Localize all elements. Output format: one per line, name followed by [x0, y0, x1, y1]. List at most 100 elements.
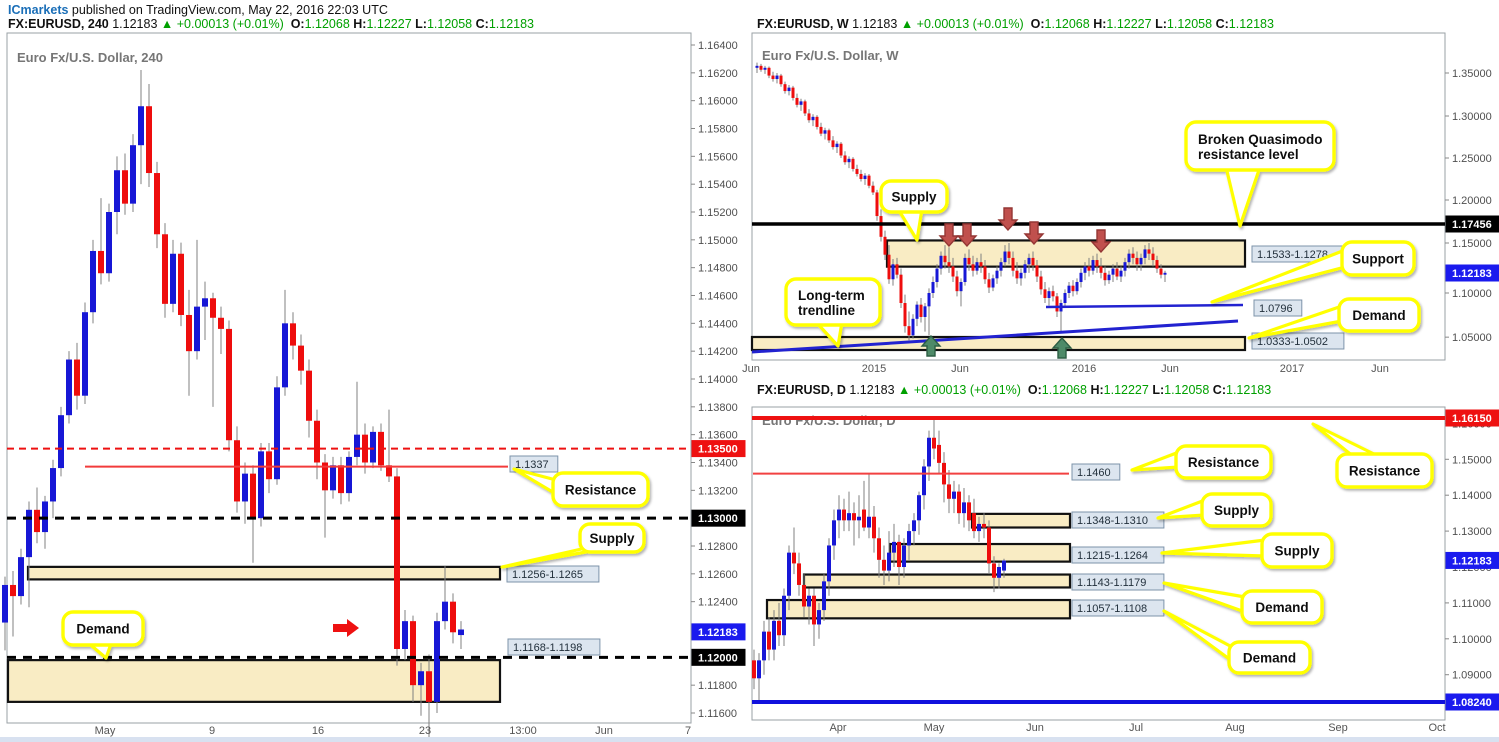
candle-up: [58, 415, 64, 469]
price-range-tag: [1071, 599, 1165, 617]
close-value: 1.12183: [1228, 17, 1278, 31]
time-axis-label: 2016: [1072, 363, 1096, 375]
candle-down: [907, 326, 911, 336]
candle-down: [1015, 270, 1019, 279]
candle-down: [250, 473, 256, 519]
candle-down: [386, 465, 392, 477]
price-axis-tag-text: 1.12183: [1452, 555, 1492, 567]
candle-up: [1067, 285, 1071, 293]
candle-down: [1087, 266, 1091, 271]
callout-demand: Demand: [1247, 297, 1421, 340]
price-tick-label: 1.14800: [698, 263, 738, 275]
candle-up: [911, 318, 915, 336]
candle-down: [1039, 276, 1043, 290]
candle-up: [402, 621, 408, 649]
candle-down: [162, 234, 168, 304]
callout-box: [61, 610, 145, 647]
candle-down: [803, 101, 807, 114]
candle-down: [831, 140, 835, 148]
down-arrow-icon: [956, 223, 978, 248]
time-axis-label: Jun: [1371, 363, 1389, 375]
candle-down: [827, 130, 831, 141]
candle-down: [1011, 257, 1015, 271]
quote-row-240: FX:EURUSD, 240 1.12183 ▲ +0.00013 (+0.01…: [8, 17, 538, 31]
down-arrow-icon: [1023, 221, 1045, 246]
candle-up: [912, 520, 916, 532]
candle-up: [952, 491, 956, 499]
candle-down: [957, 491, 961, 514]
candle-down: [987, 279, 991, 288]
candle-down: [1151, 253, 1155, 261]
candle-up: [847, 513, 851, 521]
chart-d: Euro Fx/U.S. Dollar, D 1.1460 1.1348-1.131…: [751, 406, 1499, 734]
price-tick-label: 1.11600: [698, 708, 737, 720]
price-tick-label: 1.10000: [1452, 288, 1492, 300]
candle-down: [146, 106, 152, 174]
callout-box: [1200, 492, 1273, 528]
candle-down: [967, 502, 971, 521]
candle-up: [1047, 291, 1051, 298]
candle-up: [202, 298, 208, 307]
candle-down: [771, 75, 775, 80]
candle-down: [862, 509, 866, 528]
callout-text: Resistance: [565, 483, 637, 498]
candle-down: [887, 254, 891, 280]
price-range-tag: [509, 455, 559, 473]
candle-down: [871, 185, 875, 193]
candle-up: [827, 545, 831, 582]
callout-text: Demand: [1352, 308, 1405, 323]
price-range-tag-text: 1.1533-1.1278: [1257, 249, 1328, 261]
supply-demand-zone: [765, 598, 1072, 620]
candle-up: [927, 293, 931, 307]
time-axis-label: 2015: [862, 363, 886, 375]
candle-up: [799, 101, 803, 105]
publish-info: published on TradingView.com, May 22, 20…: [68, 3, 388, 17]
price-axis-tag: [691, 440, 746, 458]
symbol-label: FX:EURUSD, W: [757, 17, 849, 31]
candle-down: [1155, 260, 1159, 269]
chart-title: Euro Fx/U.S. Dollar, D: [762, 413, 896, 428]
candle-down: [1159, 268, 1163, 275]
callout-text: Demand: [76, 622, 129, 637]
time-axis-label: 13:00: [509, 725, 537, 737]
candle-down: [752, 660, 756, 679]
callout-support: Support: [1210, 240, 1416, 304]
candle-up: [26, 509, 32, 558]
candle-up: [1023, 264, 1027, 273]
price-axis-tag: [691, 623, 746, 641]
open-label: O:: [1030, 17, 1045, 31]
low-label: L:: [415, 17, 427, 31]
candle-down: [875, 192, 879, 217]
callout-text: resistance level: [1198, 147, 1299, 162]
price-tick-label: 1.16000: [698, 96, 738, 108]
candle-down: [767, 631, 771, 650]
candle-up: [258, 451, 264, 519]
time-axis-label: Oct: [1428, 722, 1445, 734]
candle-up: [1163, 272, 1167, 275]
candle-down: [122, 170, 128, 204]
callout-box: [784, 277, 882, 327]
callout-demand: Demand: [61, 610, 145, 660]
candle-up: [282, 323, 288, 388]
time-axis-label: Sep: [1328, 722, 1348, 734]
callout-text: Support: [1352, 252, 1404, 267]
price-range-tag-text: 1.1057-1.1108: [1077, 603, 1147, 615]
symbol-label: FX:EURUSD, 240: [8, 17, 109, 31]
candle-up: [939, 255, 943, 269]
time-axis-label: Jul: [1129, 722, 1143, 734]
time-axis-label: Jun: [1161, 363, 1179, 375]
candle-down: [314, 420, 320, 463]
price-axis-tag-text: 1.17456: [1452, 219, 1492, 231]
candle-up: [817, 610, 821, 625]
callout-supply-2: Supply: [1160, 532, 1334, 569]
price-axis-tag: [1445, 264, 1499, 282]
open-label: O:: [1027, 383, 1042, 397]
price-axis-tag: [1445, 409, 1499, 427]
candle-down: [1055, 296, 1059, 312]
candle-up: [762, 631, 766, 661]
low-value: 1.12058: [1164, 383, 1213, 397]
candle-down: [947, 484, 951, 499]
price-range-tag: [1251, 332, 1345, 350]
